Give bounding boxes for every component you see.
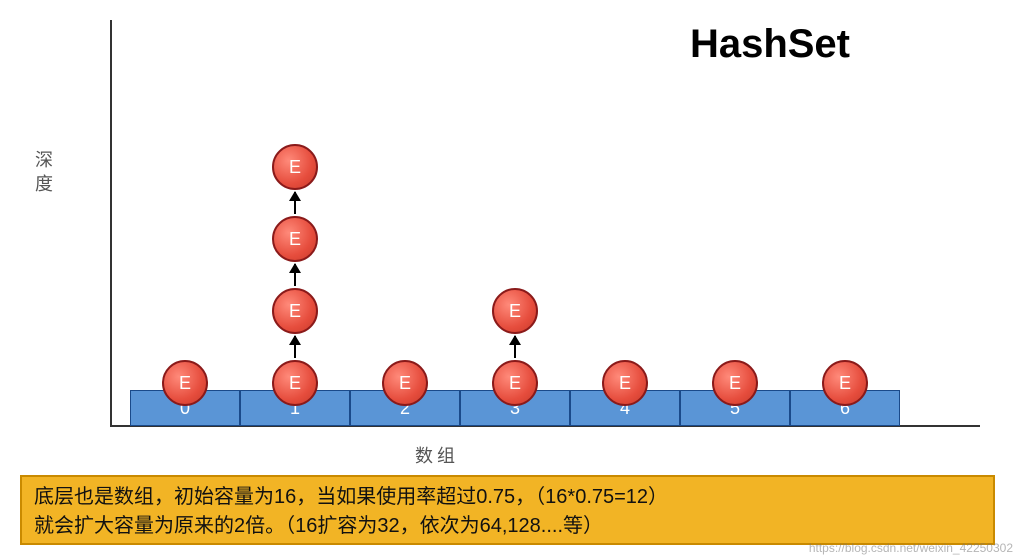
caption-line-1: 底层也是数组，初始容量为16，当如果使用率超过0.75，（16*0.75=12） — [34, 483, 981, 512]
watermark: https://blog.csdn.net/weixin_42250302 — [809, 541, 1013, 555]
chain-arrow — [294, 264, 296, 286]
hash-node: E — [162, 360, 208, 406]
hash-node: E — [382, 360, 428, 406]
y-axis-line — [110, 20, 112, 425]
chain-arrow — [294, 336, 296, 358]
x-axis-label: 数组 — [415, 442, 459, 468]
hash-node: E — [492, 360, 538, 406]
chain-arrow — [294, 192, 296, 214]
hash-node: E — [822, 360, 868, 406]
y-axis-label: 深度 — [30, 150, 56, 198]
chart-title: HashSet — [690, 22, 850, 67]
hash-node: E — [712, 360, 758, 406]
hash-node: E — [272, 288, 318, 334]
caption-line-2: 就会扩大容量为原来的2倍。（16扩容为32，依次为64,128....等） — [34, 512, 981, 541]
hash-node: E — [602, 360, 648, 406]
caption-box: 底层也是数组，初始容量为16，当如果使用率超过0.75，（16*0.75=12）… — [20, 475, 995, 545]
chart-area: HashSet 0123456 EEEEEEEEEEE — [70, 10, 990, 440]
chain-arrow — [514, 336, 516, 358]
hash-node: E — [272, 216, 318, 262]
hash-node: E — [272, 144, 318, 190]
hash-node: E — [492, 288, 538, 334]
hash-node: E — [272, 360, 318, 406]
